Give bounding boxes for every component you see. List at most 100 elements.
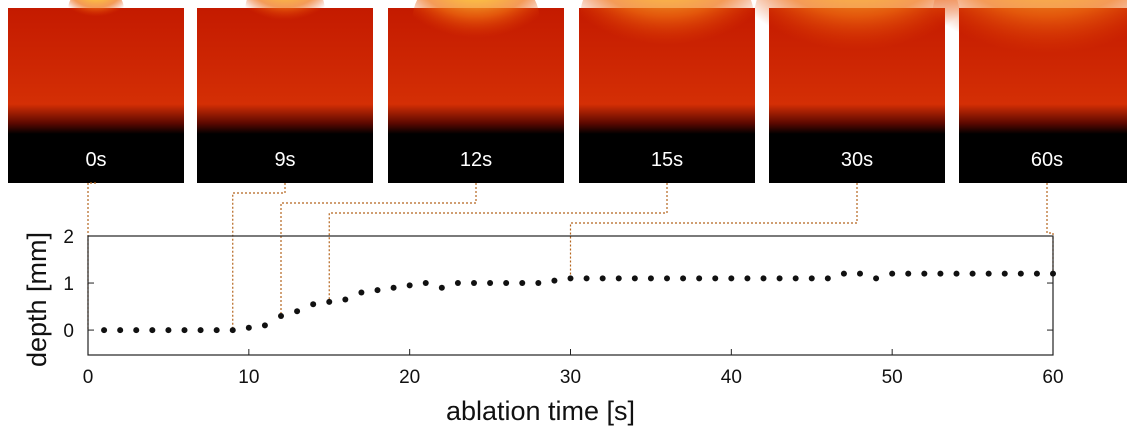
data-point xyxy=(937,270,944,277)
data-point xyxy=(808,275,815,282)
y-tick-label: 2 xyxy=(63,227,74,248)
connector xyxy=(1046,183,1054,274)
x-tick-label: 0 xyxy=(83,367,94,388)
panel-label: 0s xyxy=(85,149,106,171)
data-point xyxy=(647,275,654,282)
data-point xyxy=(294,308,301,315)
data-point xyxy=(406,282,413,289)
data-point xyxy=(342,296,349,303)
panel-label: 12s xyxy=(460,149,492,171)
data-point xyxy=(889,270,896,277)
data-point xyxy=(117,327,124,334)
data-point xyxy=(101,327,108,334)
panel-label: 9s xyxy=(274,149,295,171)
data-point xyxy=(840,270,847,277)
x-tick-label: 60 xyxy=(1042,367,1063,388)
data-point xyxy=(712,275,719,282)
panel: 60s xyxy=(932,0,1127,183)
connectors xyxy=(87,182,1054,331)
data-point xyxy=(631,275,638,282)
data-point xyxy=(664,275,670,282)
data-point xyxy=(487,280,494,287)
data-point xyxy=(696,275,703,282)
connector xyxy=(232,183,286,331)
data-point xyxy=(680,275,687,282)
data-point xyxy=(760,275,767,282)
data-point xyxy=(535,280,542,287)
data-point xyxy=(374,287,381,294)
data-point xyxy=(519,280,526,287)
heatmap-base xyxy=(8,8,184,183)
data-point xyxy=(953,270,960,277)
data-point xyxy=(422,280,429,287)
x-tick-label: 40 xyxy=(721,367,742,388)
x-tick-label: 20 xyxy=(399,367,420,388)
data-point xyxy=(921,270,928,277)
data-point xyxy=(1001,270,1008,277)
connector xyxy=(87,182,96,331)
panel-label: 60s xyxy=(1031,149,1063,171)
data-point xyxy=(149,327,156,334)
data-point xyxy=(1017,270,1024,277)
data-point xyxy=(583,275,590,282)
data-point xyxy=(776,275,783,282)
data-point xyxy=(454,280,461,287)
data-point xyxy=(744,275,751,282)
heatmap-hot xyxy=(932,0,1127,107)
panel-label: 30s xyxy=(841,149,873,171)
connector xyxy=(328,183,668,302)
heatmap-hot xyxy=(754,0,960,98)
data-point xyxy=(326,298,333,305)
data-point xyxy=(390,284,397,291)
x-tick-label: 10 xyxy=(238,367,259,388)
data-point xyxy=(438,284,445,291)
data-point xyxy=(213,327,220,334)
panel: 9s xyxy=(197,0,373,183)
data-point xyxy=(358,289,365,296)
data-point xyxy=(985,270,992,277)
data-point xyxy=(278,312,284,319)
data-point xyxy=(599,275,606,282)
x-axis-title: ablation time [s] xyxy=(446,396,635,426)
data-point xyxy=(824,275,831,282)
data-point xyxy=(503,280,510,287)
data-point xyxy=(165,327,172,334)
plot: 0 10 20 30 40 50 60 0 1 2 ablation time [s] depth [… xyxy=(22,227,1064,426)
panel: 12s xyxy=(388,0,564,183)
data-point xyxy=(245,324,252,331)
data-point xyxy=(229,327,236,334)
y-tick-label: 0 xyxy=(63,321,74,342)
data-point xyxy=(857,270,863,277)
x-tick-label: 30 xyxy=(560,367,581,388)
panel: 0s xyxy=(8,0,184,183)
y-axis-title: depth [mm] xyxy=(22,232,52,367)
heatmap-hot xyxy=(245,0,325,39)
data-point xyxy=(133,327,140,334)
data-point xyxy=(567,275,574,282)
data-point xyxy=(905,270,912,277)
heatmap-hot xyxy=(68,0,124,30)
data-point xyxy=(728,275,735,282)
data-point xyxy=(969,270,976,277)
panel: 30s xyxy=(754,0,960,183)
data-point xyxy=(310,301,317,308)
data-point xyxy=(181,327,188,334)
data-point xyxy=(1050,270,1056,277)
heatmap-hot xyxy=(579,0,755,86)
panels: 0s 9s 12s 15s 30s 60s xyxy=(8,0,1127,183)
data-point xyxy=(615,275,622,282)
data-point xyxy=(551,277,558,284)
y-tick-label: 1 xyxy=(63,274,74,295)
data-point xyxy=(471,280,477,287)
panel-label: 15s xyxy=(651,149,683,171)
panel: 15s xyxy=(579,0,755,183)
data-point xyxy=(261,322,268,329)
heatmap-hot xyxy=(412,0,540,67)
data-point xyxy=(1033,270,1040,277)
x-tick-label: 50 xyxy=(882,367,903,388)
data-point xyxy=(792,275,799,282)
data-point xyxy=(873,275,880,282)
connector xyxy=(569,183,858,279)
connector xyxy=(280,183,477,316)
